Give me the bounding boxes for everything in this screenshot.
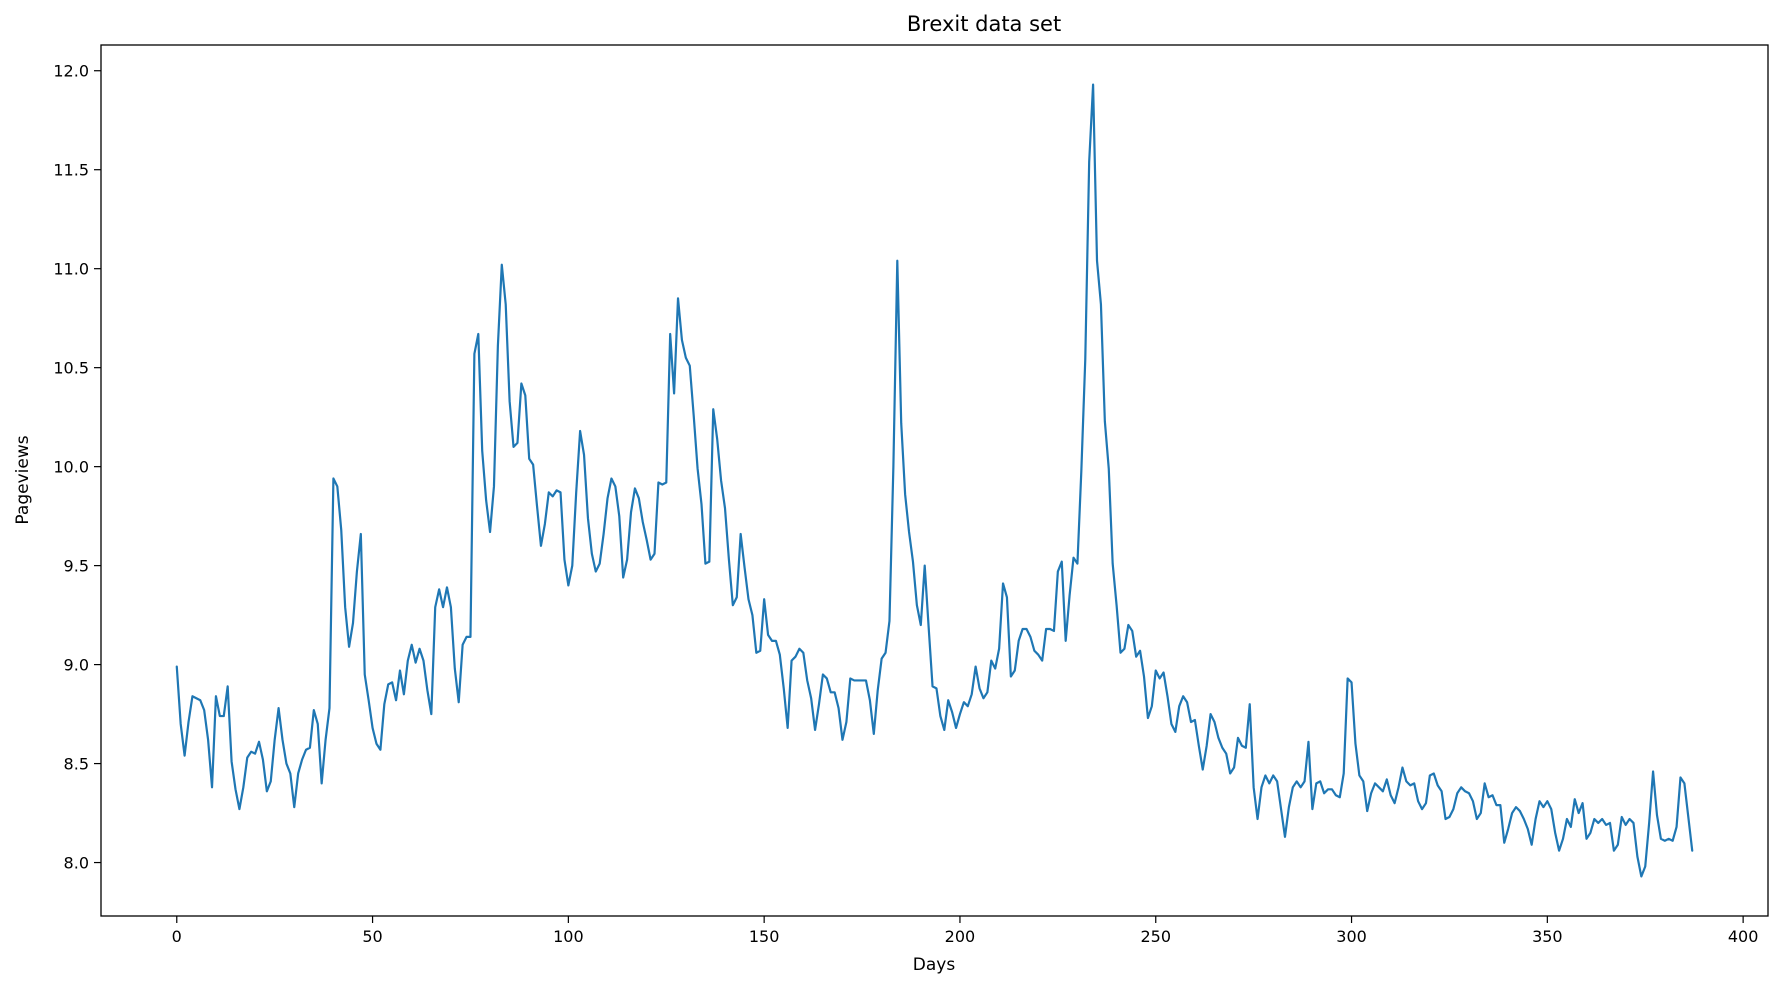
- x-tick-label: 400: [1728, 927, 1759, 946]
- y-tick-label: 12.0: [53, 62, 89, 81]
- y-tick-label: 9.0: [64, 656, 89, 675]
- y-tick-label: 10.0: [53, 458, 89, 477]
- x-tick-label: 0: [172, 927, 182, 946]
- y-tick-label: 11.0: [53, 260, 89, 279]
- y-tick-label: 8.0: [64, 854, 89, 873]
- y-axis: 8.0 8.5 9.0 9.5 10.0 10.5 11.0 11.5 12.0: [53, 62, 101, 873]
- x-axis-label: Days: [913, 955, 956, 975]
- x-tick-label: 350: [1532, 927, 1563, 946]
- series-line: [175, 83, 1694, 878]
- y-tick-label: 9.5: [64, 557, 89, 576]
- chart-title: Brexit data set: [907, 12, 1061, 36]
- axes-frame: [100, 44, 1769, 917]
- x-tick-label: 300: [1336, 927, 1367, 946]
- x-tick-label: 150: [749, 927, 780, 946]
- x-tick-label: 100: [553, 927, 584, 946]
- y-tick-label: 10.5: [53, 359, 89, 378]
- plot-area: [175, 83, 1694, 878]
- x-axis: 0 50 100 150 200 250 300 350 400: [172, 916, 1759, 946]
- x-tick-label: 50: [362, 927, 382, 946]
- y-tick-label: 11.5: [53, 161, 89, 180]
- x-tick-label: 200: [945, 927, 976, 946]
- y-axis-label: Pageviews: [13, 435, 33, 524]
- x-tick-label: 250: [1140, 927, 1171, 946]
- y-tick-label: 8.5: [64, 755, 89, 774]
